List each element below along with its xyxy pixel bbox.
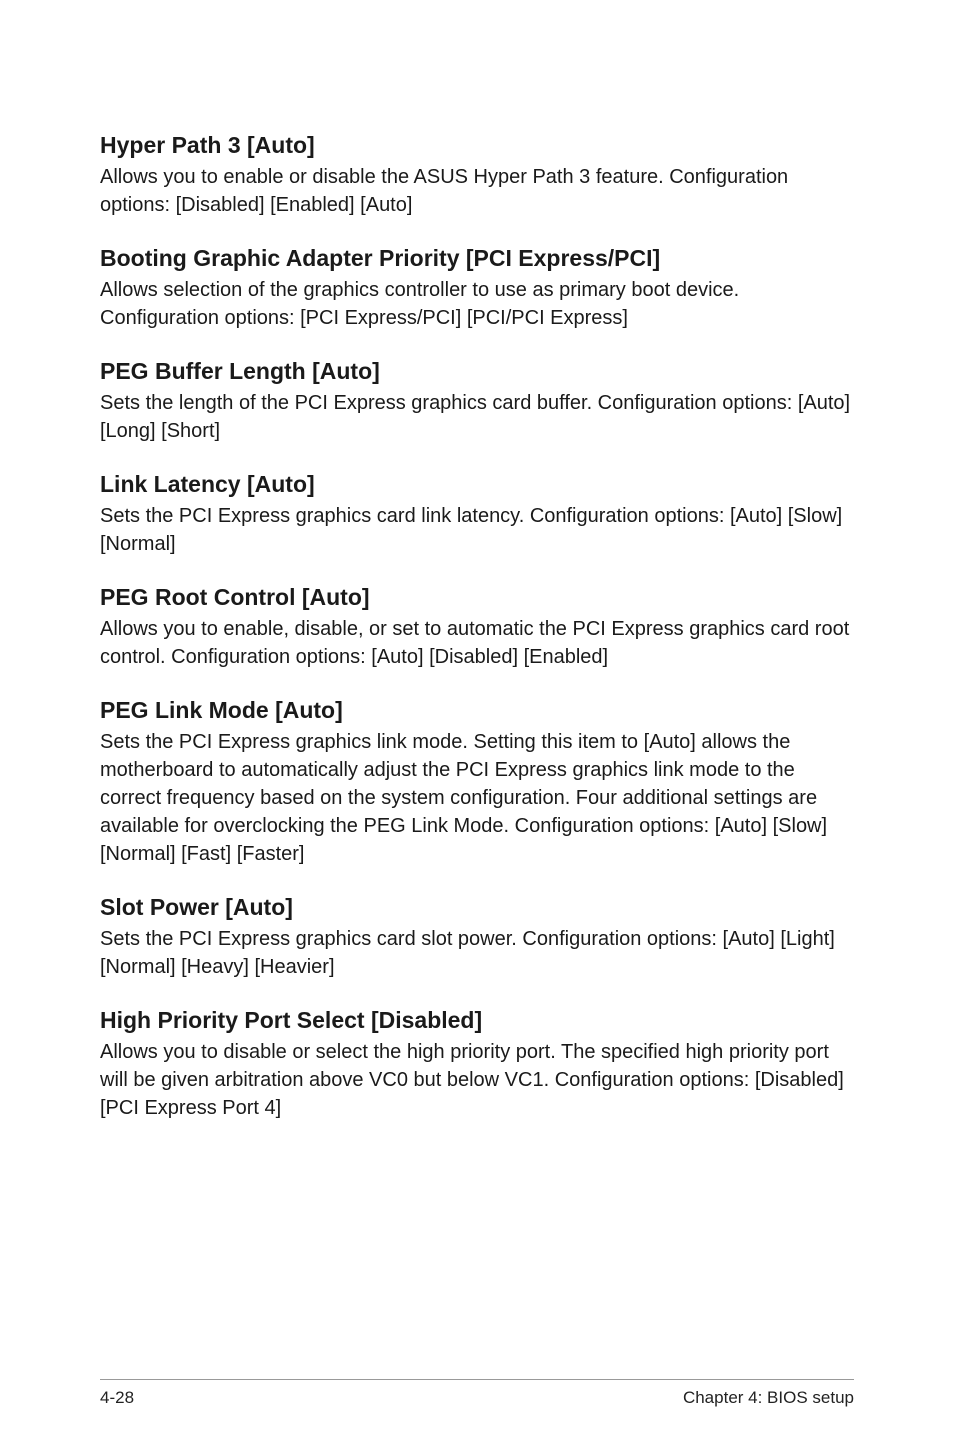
section-heading: PEG Root Control [Auto] bbox=[100, 582, 854, 613]
section-body: Sets the PCI Express graphics card slot … bbox=[100, 925, 854, 981]
section-heading: Link Latency [Auto] bbox=[100, 469, 854, 500]
section-body: Allows you to disable or select the high… bbox=[100, 1038, 854, 1122]
section-heading: Slot Power [Auto] bbox=[100, 892, 854, 923]
section-body: Sets the PCI Express graphics link mode.… bbox=[100, 728, 854, 868]
section: PEG Root Control [Auto] Allows you to en… bbox=[100, 582, 854, 671]
section-heading: Hyper Path 3 [Auto] bbox=[100, 130, 854, 161]
section: Hyper Path 3 [Auto] Allows you to enable… bbox=[100, 130, 854, 219]
section-body: Allows you to enable, disable, or set to… bbox=[100, 615, 854, 671]
section-body: Allows you to enable or disable the ASUS… bbox=[100, 163, 854, 219]
section-heading: PEG Buffer Length [Auto] bbox=[100, 356, 854, 387]
page: Hyper Path 3 [Auto] Allows you to enable… bbox=[0, 0, 954, 1438]
content-area: Hyper Path 3 [Auto] Allows you to enable… bbox=[100, 130, 854, 1349]
section: High Priority Port Select [Disabled] All… bbox=[100, 1005, 854, 1122]
footer-page-number: 4-28 bbox=[100, 1388, 134, 1408]
section: Slot Power [Auto] Sets the PCI Express g… bbox=[100, 892, 854, 981]
section-body: Allows selection of the graphics control… bbox=[100, 276, 854, 332]
section-heading: PEG Link Mode [Auto] bbox=[100, 695, 854, 726]
footer-chapter-title: Chapter 4: BIOS setup bbox=[683, 1388, 854, 1408]
section: PEG Buffer Length [Auto] Sets the length… bbox=[100, 356, 854, 445]
section: PEG Link Mode [Auto] Sets the PCI Expres… bbox=[100, 695, 854, 868]
page-footer: 4-28 Chapter 4: BIOS setup bbox=[100, 1379, 854, 1408]
section-heading: High Priority Port Select [Disabled] bbox=[100, 1005, 854, 1036]
section: Booting Graphic Adapter Priority [PCI Ex… bbox=[100, 243, 854, 332]
section-heading: Booting Graphic Adapter Priority [PCI Ex… bbox=[100, 243, 854, 274]
section-body: Sets the length of the PCI Express graph… bbox=[100, 389, 854, 445]
section-body: Sets the PCI Express graphics card link … bbox=[100, 502, 854, 558]
section: Link Latency [Auto] Sets the PCI Express… bbox=[100, 469, 854, 558]
